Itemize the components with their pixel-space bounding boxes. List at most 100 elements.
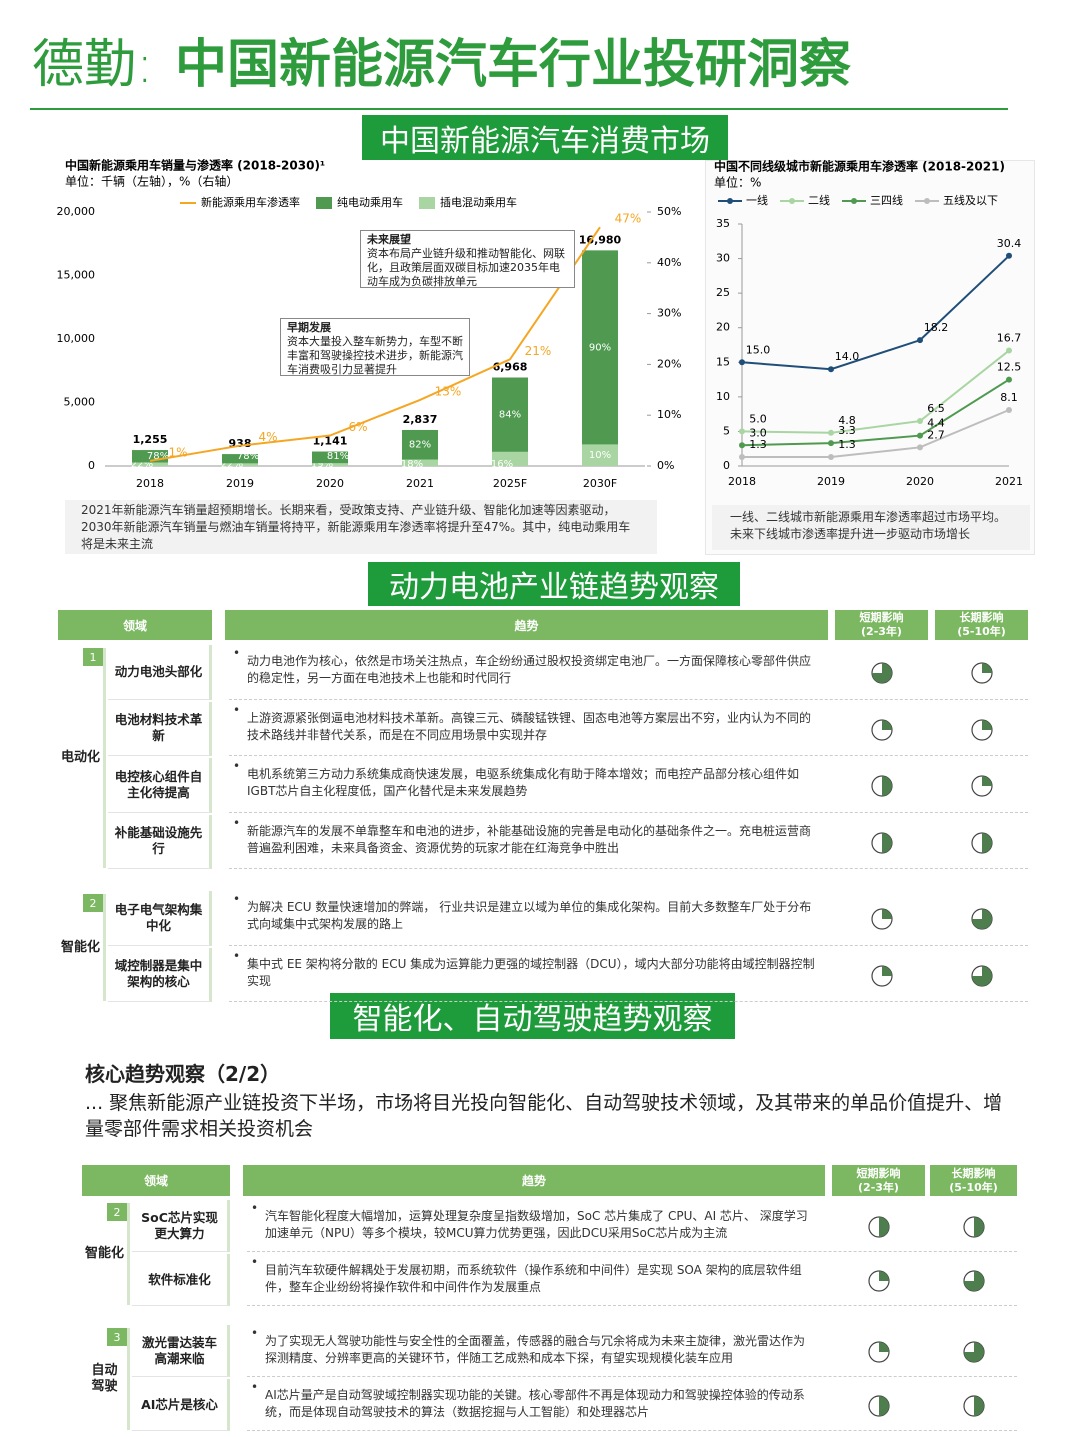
annotation-text: 资本大量投入整车新势力，车型不断丰富和驾驶操控技术进步，新能源汽车消费吸引力显著… xyxy=(287,335,463,376)
field-cell: 补能基础设施先行 xyxy=(108,814,212,869)
bar-segment xyxy=(402,429,438,460)
legend-swatch xyxy=(851,198,857,204)
note-box: 一线、二线城市新能源乘用车渗透率超过市场平均。未来下线城市渗透率提升进一步驱动市… xyxy=(712,505,1030,550)
point-label: 1.3 xyxy=(749,438,767,451)
header-cell: 趋势 xyxy=(225,610,828,640)
header-text: (2-3年) xyxy=(858,1180,899,1194)
header-text: 长期影响 xyxy=(951,1166,996,1180)
section-title: 动力电池产业链趋势观察 xyxy=(368,562,740,606)
annotation-text: 资本布局产业链升级和推动智能化、网联化，且政策层面双碳目标加速2035年电动车成… xyxy=(367,247,565,288)
harvey-fill xyxy=(881,832,892,853)
harvey-ball xyxy=(970,832,993,854)
harvey-ball xyxy=(970,775,993,797)
line-label: 21% xyxy=(525,344,552,358)
harvey-ball xyxy=(970,662,993,684)
group-number: 1 xyxy=(83,648,103,666)
harvey-fill xyxy=(963,1342,984,1362)
harvey-ball xyxy=(962,1270,985,1292)
harvey-fill xyxy=(878,1396,889,1416)
field-cell: 软件标准化 xyxy=(132,1254,230,1306)
bar-segment xyxy=(222,454,258,464)
group-bracket xyxy=(103,894,106,1001)
group-name: 智能化 xyxy=(84,1246,124,1261)
line xyxy=(149,226,601,462)
total-label: 16,980 xyxy=(579,233,622,246)
point-label: 2.7 xyxy=(927,428,945,441)
trend-cell: 新能源汽车的发展不单靠整车和电池的进步，补能基础设施的完善是电动化的基础条件之一… xyxy=(229,815,1028,869)
x-tick-label: 2025F xyxy=(493,477,527,490)
trend-cell: 电机系统第三方动力系统集成商快速发展，电驱系统集成化有助于降本增效；而电控产品部… xyxy=(229,758,1028,813)
point-label: 18.2 xyxy=(924,321,949,334)
chart-subtitle: 单位：千辆（左轴），%（右轴） xyxy=(65,174,238,189)
point-label: 30.4 xyxy=(997,237,1022,250)
point xyxy=(828,440,834,447)
field-cell: AI芯片是核心 xyxy=(132,1379,230,1431)
header-text: (5-10年) xyxy=(957,625,1006,638)
x-tick-label: 2019 xyxy=(226,477,254,490)
harvey-ball xyxy=(867,1270,890,1292)
chart-subtitle: 单位：% xyxy=(714,175,761,190)
point xyxy=(739,442,745,449)
harvey-ball xyxy=(970,719,993,741)
field-cell: 域控制器是集中架构的核心 xyxy=(108,947,212,1002)
annotation: 早期发展 资本大量投入整车新势力，车型不断丰富和驾驶操控技术进步，新能源汽车消费… xyxy=(280,318,470,376)
x-tick-label: 2020 xyxy=(316,477,344,490)
harvey-fill xyxy=(871,663,892,684)
y-tick-label: 0 xyxy=(723,459,730,472)
field-cell: 动力电池头部化 xyxy=(108,645,212,700)
y-tick-label: 15,000 xyxy=(57,269,96,282)
y2-tick-label: 30% xyxy=(657,307,681,320)
legend-swatch xyxy=(924,198,930,204)
line-label: 47% xyxy=(615,212,642,226)
field-cell: 激光雷达装车高潮来临 xyxy=(132,1325,230,1377)
harvey-ball xyxy=(870,719,893,741)
y-tick-label: 0 xyxy=(88,459,95,472)
point xyxy=(917,337,923,344)
total-label: 2,837 xyxy=(403,413,438,426)
header-cell: 短期影响 (2-3年) xyxy=(835,610,928,640)
x-tick-label: 2020 xyxy=(906,475,934,488)
harvey-ball xyxy=(870,908,893,930)
segment-label: 22% xyxy=(131,459,153,470)
harvey-fill xyxy=(971,909,992,930)
point xyxy=(739,359,745,366)
point xyxy=(828,429,834,436)
legend-swatch xyxy=(727,198,733,204)
point xyxy=(739,428,745,435)
bar-segment xyxy=(492,451,528,466)
harvey-fill xyxy=(963,1271,984,1291)
point xyxy=(1006,376,1012,383)
section-title: 中国新能源汽车消费市场 xyxy=(362,115,728,160)
bar-segment xyxy=(132,462,168,466)
note-box: 2021年新能源汽车销量超预期增长。长期来看，受政策支持、产业链升级、智能化加速… xyxy=(65,500,657,554)
section-title: 智能化、自动驾驶趋势观察 xyxy=(330,993,735,1039)
bar-segment xyxy=(582,250,618,445)
point-label: 12.5 xyxy=(997,361,1022,374)
group-number: 2 xyxy=(107,1203,127,1221)
x-tick-label: 2021 xyxy=(406,477,434,490)
brand: 德勤: xyxy=(32,35,154,95)
chart-title: 中国不同线级城市新能源乘用车渗透率 (2018-2021) xyxy=(714,159,1005,174)
legend-label: 三四线 xyxy=(870,193,903,207)
line-label: 13% xyxy=(435,384,462,398)
y2-tick-label: 10% xyxy=(657,408,681,421)
trend-cell: 动力电池作为核心，依然是市场关注热点，车企纷纷通过股权投资绑定电池厂。一方面保障… xyxy=(229,645,1028,700)
point-label: 4.8 xyxy=(838,414,856,427)
harvey-ball xyxy=(970,965,993,987)
y-tick-label: 10,000 xyxy=(57,332,96,345)
segment-label: 16% xyxy=(491,459,513,470)
harvey-ball xyxy=(962,1395,985,1417)
field-cell: 电池材料技术革新 xyxy=(108,701,212,756)
bar-segment xyxy=(312,463,348,466)
bar-segment xyxy=(312,451,348,464)
trend-cell: 为了实现无人驾驶功能性与安全性的全面覆盖，传感器的融合与冗余将成为未来主旋律，激… xyxy=(247,1325,1017,1377)
header-rule xyxy=(30,108,1008,110)
header-text: 长期影响 xyxy=(959,611,1004,624)
y-tick-label: 20,000 xyxy=(57,205,96,218)
point-label: 15.0 xyxy=(746,343,771,356)
chart-title: 中国新能源乘用车销量与渗透率 (2018-2030)¹ xyxy=(65,158,325,173)
page-title: 中国新能源汽车行业投研洞察 xyxy=(175,35,852,95)
group-bracket xyxy=(127,1203,130,1305)
legend-label: 新能源乘用车渗透率 xyxy=(201,195,300,209)
